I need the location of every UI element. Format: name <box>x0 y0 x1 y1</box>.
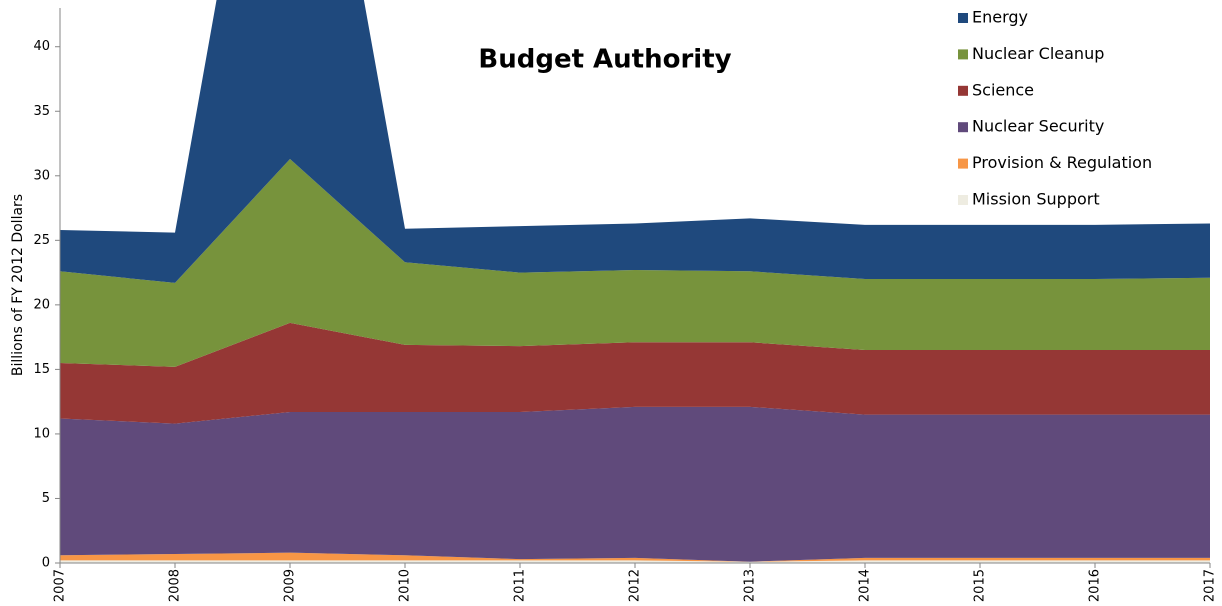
x-tick-label: 2007 <box>53 569 68 602</box>
x-tick-label: 2015 <box>973 569 988 602</box>
x-tick-label: 2011 <box>513 569 528 602</box>
y-tick-label: 35 <box>33 104 50 119</box>
y-tick-label: 25 <box>33 233 50 248</box>
legend-swatch <box>958 158 968 169</box>
y-axis-label: Billions of FY 2012 Dollars <box>10 194 26 376</box>
legend-swatch <box>958 122 968 133</box>
y-tick-label: 30 <box>33 168 50 183</box>
x-tick-label: 2017 <box>1203 569 1218 602</box>
x-tick-label: 2012 <box>628 569 643 602</box>
legend-label: Provision & Regulation <box>972 153 1152 172</box>
legend-label: Nuclear Cleanup <box>972 44 1104 63</box>
chart-title: Budget Authority <box>478 45 731 75</box>
legend-swatch <box>958 49 968 60</box>
x-tick-label: 2010 <box>398 569 413 602</box>
area <box>60 406 1210 562</box>
y-tick-label: 20 <box>33 297 50 312</box>
y-tick-label: 15 <box>33 362 50 377</box>
area <box>60 0 1210 283</box>
y-tick-label: 40 <box>33 39 50 54</box>
y-tick-label: 0 <box>42 556 50 571</box>
legend-label: Nuclear Security <box>972 117 1104 136</box>
legend-swatch <box>958 195 968 205</box>
legend-swatch <box>958 13 968 23</box>
area <box>60 552 1210 562</box>
x-tick-label: 2013 <box>743 569 758 602</box>
x-tick-label: 2009 <box>283 569 298 602</box>
legend-label: Energy <box>972 8 1028 27</box>
legend-label: Science <box>972 80 1034 99</box>
plot-area <box>60 0 1210 563</box>
area <box>60 159 1210 367</box>
x-tick-label: 2014 <box>858 569 873 602</box>
y-tick-label: 10 <box>33 426 50 441</box>
y-tick-label: 5 <box>42 491 50 506</box>
legend-label: Mission Support <box>972 190 1100 209</box>
x-tick-label: 2008 <box>168 569 183 602</box>
area <box>60 560 1210 563</box>
area <box>60 322 1210 424</box>
legend-swatch <box>958 85 968 96</box>
x-tick-label: 2016 <box>1088 569 1103 602</box>
